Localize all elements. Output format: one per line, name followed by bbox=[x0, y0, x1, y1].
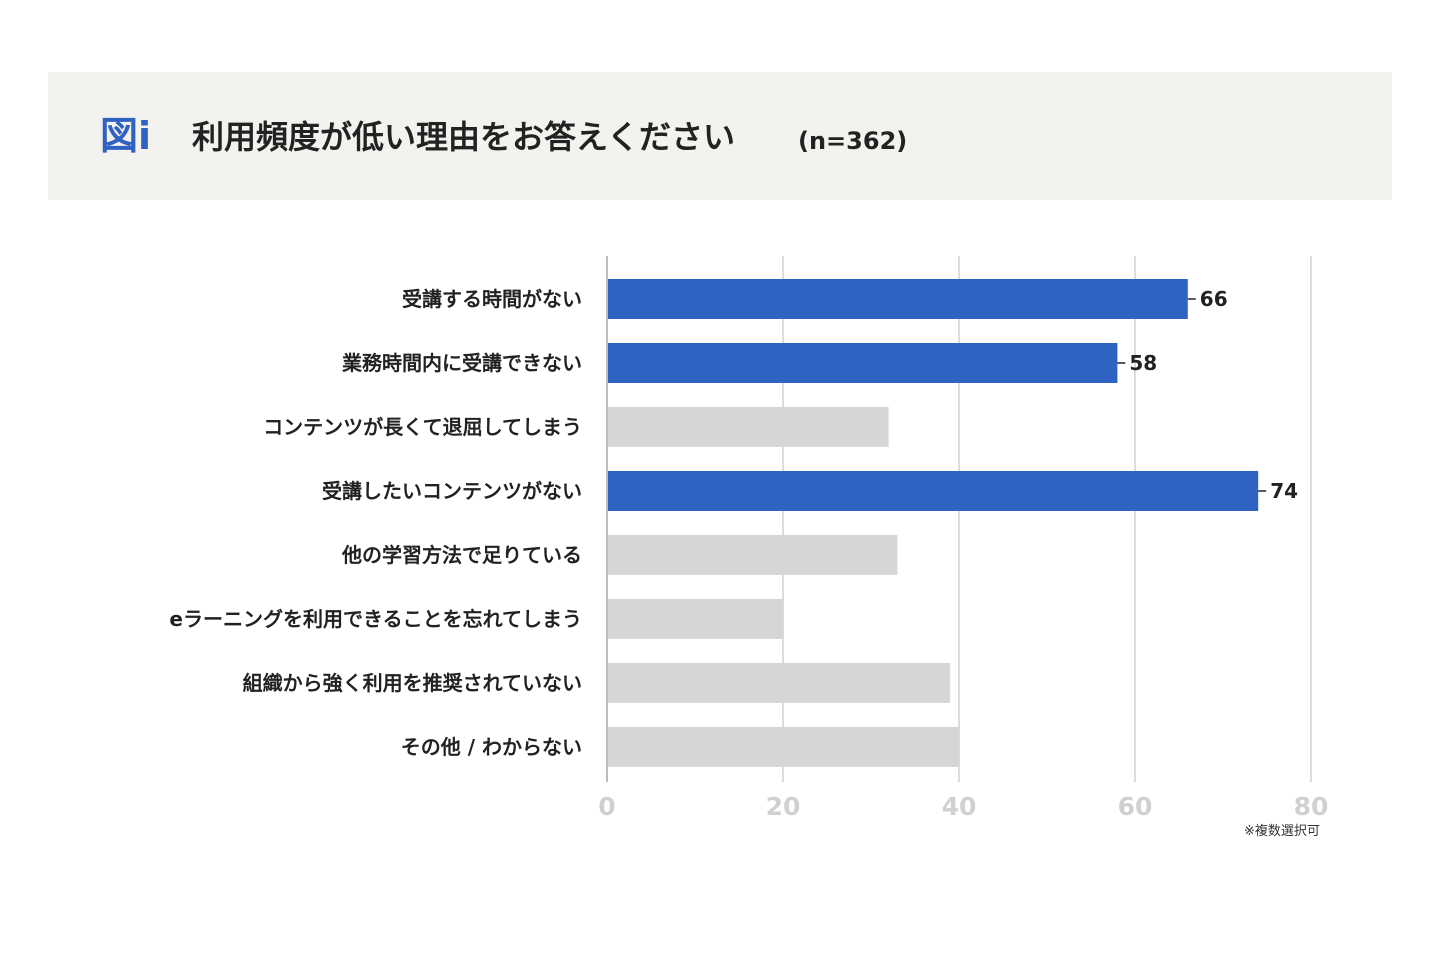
category-label: 受講する時間がない bbox=[402, 287, 582, 311]
category-label: 業務時間内に受講できない bbox=[342, 351, 582, 375]
x-tick-label: 20 bbox=[766, 792, 801, 821]
bar bbox=[607, 407, 889, 447]
x-tick-label: 0 bbox=[598, 792, 615, 821]
figure-label: 図i bbox=[100, 114, 152, 158]
bar bbox=[607, 663, 951, 703]
bar bbox=[607, 599, 783, 639]
value-label: 58 bbox=[1129, 351, 1157, 375]
category-label: コンテンツが長くて退屈してしまう bbox=[263, 415, 582, 439]
sample-size-label: (n=362) bbox=[798, 127, 908, 155]
category-label: 受講したいコンテンツがない bbox=[322, 479, 582, 503]
chart-title: 利用頻度が低い理由をお答えください bbox=[192, 118, 736, 156]
footnote: ※複数選択可 bbox=[1244, 824, 1320, 839]
x-tick-label: 60 bbox=[1118, 792, 1153, 821]
chart-header: 図i 利用頻度が低い理由をお答えください (n=362) bbox=[48, 72, 1392, 200]
category-label: eラーニングを利用できることを忘れてしまう bbox=[169, 607, 582, 631]
bar bbox=[607, 727, 959, 767]
category-label: 他の学習方法で足りている bbox=[341, 543, 582, 567]
value-label: 66 bbox=[1200, 287, 1228, 311]
bar bbox=[607, 279, 1188, 319]
x-tick-label: 80 bbox=[1294, 792, 1329, 821]
bar bbox=[607, 343, 1118, 383]
bar bbox=[607, 471, 1259, 511]
bar bbox=[607, 535, 898, 575]
value-label: 74 bbox=[1270, 479, 1298, 503]
category-label: その他 / わからない bbox=[401, 735, 582, 759]
x-tick-label: 40 bbox=[942, 792, 977, 821]
category-label: 組織から強く利用を推奨されていない bbox=[243, 671, 582, 695]
